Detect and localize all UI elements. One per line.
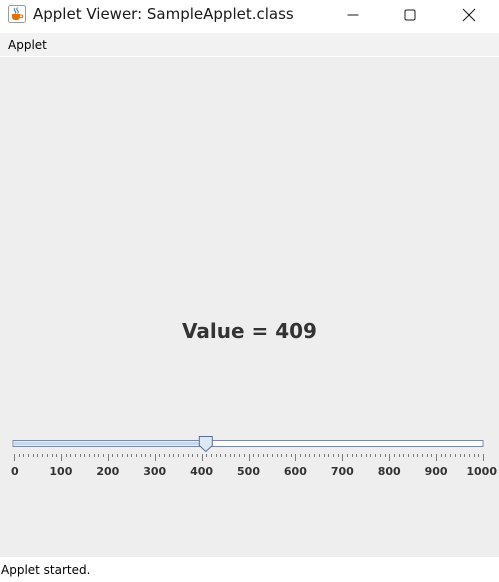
status-bar: Applet started.	[0, 558, 499, 582]
tick-label: 1000	[466, 465, 497, 478]
window-title: Applet Viewer: SampleApplet.class	[33, 5, 294, 23]
tick-label: 500	[237, 465, 260, 478]
close-button[interactable]	[446, 0, 492, 30]
slider-ticks	[14, 454, 484, 461]
tick-label: 0	[11, 465, 19, 478]
tick-label: 700	[331, 465, 354, 478]
slider-tick-labels: 0 100 200 300 400 500 600 700 800 900 1000	[11, 465, 497, 478]
tick-label: 900	[425, 465, 448, 478]
minimize-button[interactable]	[330, 0, 376, 30]
maximize-button[interactable]	[387, 0, 433, 30]
java-coffee-cup-icon	[8, 5, 26, 23]
close-icon	[462, 8, 476, 22]
status-text: Applet started.	[1, 563, 91, 577]
tick-label: 300	[143, 465, 166, 478]
value-slider[interactable]: 0 100 200 300 400 500 600 700 800 900 1000	[0, 430, 499, 482]
tick-label: 400	[190, 465, 213, 478]
slider-thumb[interactable]	[198, 436, 213, 453]
tick-label: 100	[49, 465, 72, 478]
title-bar[interactable]: Applet Viewer: SampleApplet.class	[0, 0, 499, 30]
slider-track-fill	[14, 441, 206, 446]
tick-label: 800	[378, 465, 401, 478]
minimize-icon	[347, 14, 359, 16]
slider-track[interactable]	[12, 440, 484, 447]
maximize-icon	[404, 9, 416, 21]
tick-label: 600	[284, 465, 307, 478]
value-label: Value = 409	[182, 319, 317, 343]
menu-applet[interactable]: Applet	[8, 38, 47, 52]
tick-label: 200	[96, 465, 119, 478]
applet-panel	[0, 57, 499, 557]
menu-bar: Applet	[0, 33, 499, 56]
